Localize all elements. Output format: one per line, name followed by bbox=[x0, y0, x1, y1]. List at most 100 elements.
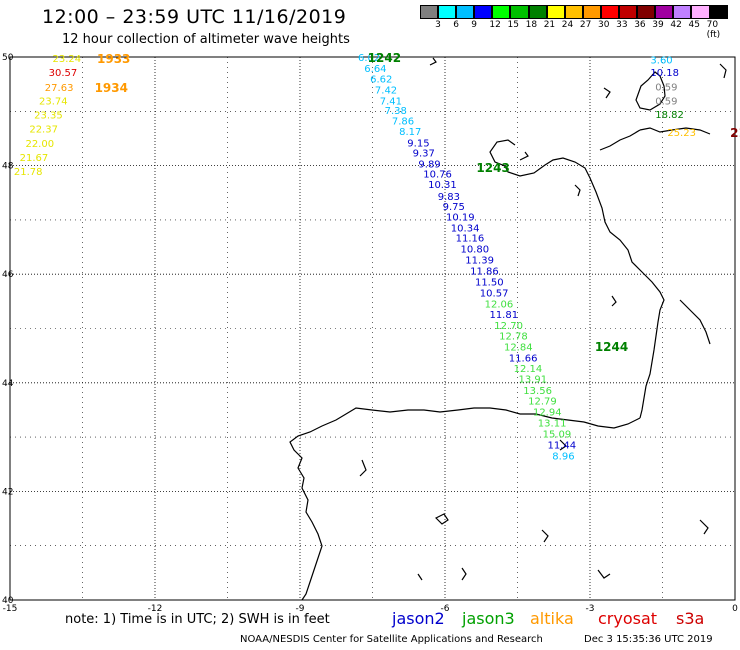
swh-value: 10.19 bbox=[446, 213, 475, 224]
generated-timestamp: Dec 3 15:35:36 UTC 2019 bbox=[584, 634, 713, 645]
swh-value: 11.86 bbox=[470, 266, 499, 277]
legend-label: 70 (ft) bbox=[706, 20, 721, 40]
swh-value: 12.70 bbox=[494, 321, 523, 332]
color-legend: 3 6 9 12 15 18 21 24 27 30 33 36 39 42 45 70 (ft) bbox=[420, 5, 728, 40]
legend-label: 33 bbox=[616, 20, 628, 30]
legend-label: 9 bbox=[471, 20, 478, 30]
swh-value: 30.57 bbox=[49, 68, 78, 79]
swh-value: 8.17 bbox=[399, 127, 421, 138]
swh-value: 12.14 bbox=[514, 364, 543, 375]
swh-value: 11.39 bbox=[465, 256, 494, 267]
swh-value: 7.41 bbox=[380, 96, 402, 107]
swh-value: 7.42 bbox=[375, 86, 397, 97]
legend-swatch bbox=[474, 5, 493, 19]
legend-label: 27 bbox=[579, 20, 592, 30]
swh-value: 13.11 bbox=[538, 418, 567, 429]
mission-label-jason3: jason3 bbox=[462, 609, 515, 628]
swh-value: 0.59 bbox=[655, 82, 677, 93]
swh-value: 13.91 bbox=[518, 374, 547, 385]
track-time-label: 1243 bbox=[476, 161, 509, 175]
swh-value: 10.80 bbox=[460, 245, 489, 256]
swh-value: 10.31 bbox=[428, 180, 457, 191]
legend-label: 24 bbox=[561, 20, 574, 30]
legend-swatches bbox=[420, 5, 728, 19]
swh-value: 10.18 bbox=[650, 68, 679, 79]
swh-value: 7.38 bbox=[385, 106, 407, 117]
legend-swatch bbox=[564, 5, 583, 19]
swh-value: 11.81 bbox=[489, 310, 518, 321]
swh-value: 18.82 bbox=[655, 110, 684, 121]
swh-value: 13.56 bbox=[523, 386, 552, 397]
credit-line: NOAA/NESDIS Center for Satellite Applica… bbox=[240, 634, 543, 645]
lat-lon-grid bbox=[9, 56, 736, 601]
swh-value: 25.23 bbox=[667, 128, 696, 139]
lon-tick-label: -12 bbox=[148, 604, 163, 614]
swh-value: 6.64 bbox=[364, 64, 386, 75]
legend-label: 21 bbox=[543, 20, 556, 30]
track-time-label: 1244 bbox=[595, 340, 628, 354]
swh-value: 10.57 bbox=[480, 289, 509, 300]
legend-swatch bbox=[709, 5, 728, 19]
coastline bbox=[289, 57, 727, 601]
lon-tick-label: -6 bbox=[441, 604, 450, 614]
legend-label: 15 bbox=[507, 20, 519, 30]
swh-value: 8.96 bbox=[552, 452, 574, 463]
legend-swatch bbox=[438, 5, 457, 19]
swh-value: 21.67 bbox=[20, 153, 49, 164]
altimeter-tracks: 6.026.646.627.427.417.387.868.179.159.37… bbox=[14, 51, 740, 463]
swh-value: 23.74 bbox=[39, 96, 68, 107]
swh-value: 22.00 bbox=[25, 139, 54, 150]
legend-label: 12 bbox=[489, 20, 501, 30]
swh-value: 7.86 bbox=[392, 117, 414, 128]
swh-value: 6.62 bbox=[370, 75, 392, 86]
legend-swatch bbox=[619, 5, 638, 19]
mission-label-jason2: jason2 bbox=[392, 609, 445, 628]
lat-tick-label: 42 bbox=[2, 487, 13, 497]
swh-value: 27.63 bbox=[45, 83, 74, 94]
swh-value: 11.44 bbox=[547, 441, 576, 452]
swh-value: 10.34 bbox=[451, 224, 480, 235]
legend-swatch bbox=[528, 5, 547, 19]
lon-tick-label: -15 bbox=[3, 604, 18, 614]
legend-swatch bbox=[546, 5, 565, 19]
page-title: 12:00 – 23:59 UTC 11/16/2019 bbox=[42, 6, 347, 28]
legend-swatch bbox=[600, 5, 620, 19]
swh-value: 3.60 bbox=[650, 56, 672, 67]
legend-swatch bbox=[691, 5, 710, 19]
mission-label-cryosat: cryosat bbox=[598, 609, 658, 628]
page-subtitle: 12 hour collection of altimeter wave hei… bbox=[62, 32, 350, 47]
swh-value: 21.78 bbox=[14, 167, 43, 178]
legend-swatch bbox=[510, 5, 529, 19]
legend-swatch bbox=[655, 5, 674, 19]
lat-tick-label: 46 bbox=[2, 270, 14, 280]
lat-tick-label: 44 bbox=[2, 379, 14, 389]
swh-value: 10.76 bbox=[423, 170, 452, 181]
lat-tick-label: 40 bbox=[2, 596, 14, 606]
legend-swatch bbox=[420, 5, 439, 19]
track-time-label: 1934 bbox=[95, 81, 128, 95]
swh-value: 9.75 bbox=[443, 202, 465, 213]
legend-swatch bbox=[673, 5, 692, 19]
swh-value: 11.16 bbox=[456, 233, 485, 244]
swh-value: 9.83 bbox=[438, 192, 460, 203]
legend-label: 6 bbox=[453, 20, 459, 30]
swh-value: 12.84 bbox=[504, 342, 533, 353]
swh-value: 12.79 bbox=[528, 397, 557, 408]
swh-value: 15.09 bbox=[543, 429, 572, 440]
swh-value: 11.50 bbox=[475, 277, 504, 288]
legend-label: 18 bbox=[525, 20, 538, 30]
swh-value: 0.59 bbox=[655, 96, 677, 107]
lat-tick-label: 48 bbox=[2, 162, 14, 172]
legend-labels: 3 6 9 12 15 18 21 24 27 30 33 36 39 42 45 70 (ft) bbox=[420, 19, 728, 40]
swh-value: 9.89 bbox=[418, 159, 440, 170]
legend-swatch bbox=[582, 5, 601, 19]
legend-label: 30 bbox=[598, 20, 610, 30]
track-time-label: 1933 bbox=[97, 52, 130, 66]
legend-swatch bbox=[456, 5, 475, 19]
mission-label-altika: altika bbox=[530, 609, 574, 628]
footer-note: note: 1) Time is in UTC; 2) SWH is in fe… bbox=[65, 612, 330, 627]
mission-label-s3a: s3a bbox=[676, 609, 705, 628]
swh-value: 12.06 bbox=[485, 300, 514, 311]
lat-tick-label: 50 bbox=[2, 53, 14, 63]
